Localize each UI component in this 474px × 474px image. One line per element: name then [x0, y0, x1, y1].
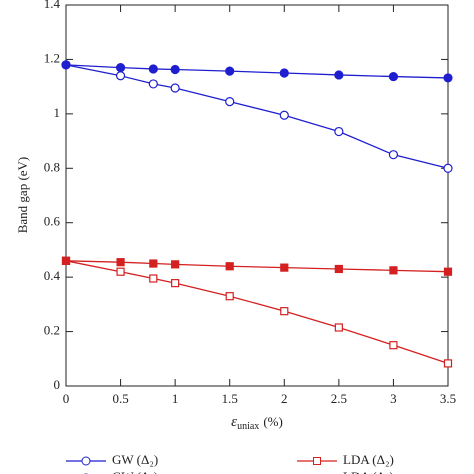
- data-point: [443, 73, 453, 83]
- data-point: [116, 267, 125, 276]
- x-tick-label: 1: [172, 391, 179, 406]
- plot-frame: [65, 4, 449, 387]
- legend-marker: [81, 456, 91, 466]
- legend-label: LDA (Δ₄): [343, 469, 394, 474]
- data-point: [149, 259, 158, 268]
- data-point: [225, 66, 235, 76]
- data-point: [388, 150, 399, 160]
- legend-marker: [313, 457, 321, 465]
- data-point: [443, 163, 453, 173]
- y-tick-label: 1.4: [44, 0, 61, 11]
- data-point: [443, 267, 453, 276]
- data-point: [279, 110, 289, 120]
- legend-label: GW (Δ₄): [112, 469, 158, 474]
- data-point: [171, 279, 180, 288]
- data-point: [279, 68, 289, 78]
- data-point: [148, 79, 158, 89]
- x-axis-unit: (%): [263, 414, 283, 429]
- data-point: [389, 341, 398, 350]
- x-axis-subscript: uniax: [237, 421, 259, 432]
- data-point: [170, 64, 180, 75]
- data-point: [225, 292, 234, 301]
- legend-label: LDA (Δ₂): [343, 452, 394, 467]
- y-tick-label: 0.8: [44, 159, 60, 174]
- data-point: [115, 62, 126, 73]
- data-point: [334, 323, 343, 332]
- data-point: [170, 83, 180, 93]
- legend-label: GW (Δ₂): [112, 452, 158, 467]
- y-tick-label: 0: [54, 377, 61, 392]
- x-tick-label: 2: [281, 391, 288, 406]
- data-point: [334, 126, 344, 137]
- data-point: [115, 71, 126, 81]
- data-point: [389, 266, 398, 275]
- data-point: [225, 262, 234, 271]
- y-axis-label: Band gap (eV): [15, 157, 30, 234]
- data-point: [388, 71, 399, 82]
- x-tick-label: 2.5: [331, 391, 347, 406]
- x-tick-label: 3: [390, 391, 397, 406]
- y-tick-label: 0.6: [44, 214, 61, 229]
- data-point: [61, 256, 71, 265]
- y-tick-label: 1: [54, 105, 61, 120]
- data-point: [443, 359, 453, 368]
- y-tick-label: 1.2: [44, 50, 60, 65]
- data-point: [149, 274, 158, 283]
- x-tick-label: 0: [63, 391, 70, 406]
- x-axis-symbol: ε: [231, 414, 237, 430]
- data-point: [171, 260, 180, 269]
- data-point: [280, 263, 289, 272]
- data-point: [280, 307, 289, 316]
- y-tick-label: 0.4: [44, 268, 61, 283]
- x-tick-label: 0.5: [112, 391, 128, 406]
- data-point: [225, 97, 235, 107]
- data-point: [148, 64, 158, 74]
- y-tick-label: 0.2: [44, 323, 60, 338]
- data-point: [334, 264, 343, 274]
- data-point: [61, 60, 71, 70]
- x-tick-label: 1.5: [222, 391, 238, 406]
- x-tick-label: 3.5: [440, 391, 456, 406]
- x-axis-label: εuniax (%): [231, 414, 283, 432]
- data-point: [116, 258, 125, 267]
- data-point: [334, 70, 344, 80]
